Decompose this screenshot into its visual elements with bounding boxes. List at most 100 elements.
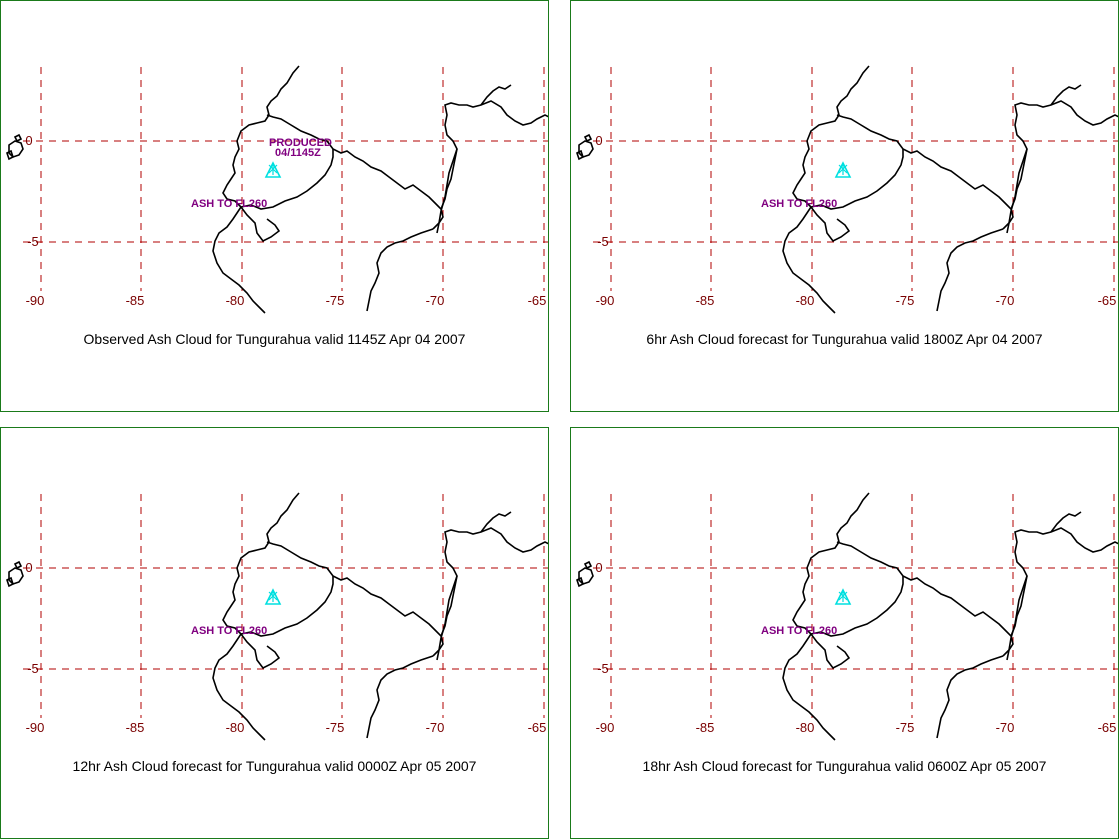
galapagos-island — [8, 140, 24, 158]
galapagos-island — [8, 567, 24, 585]
ash-cloud-label: ASH TO FL260 — [191, 198, 267, 210]
longitude-tick-label: -80 — [796, 720, 815, 735]
latitude-tick-label: -5 — [597, 234, 609, 249]
volcano-star-icon — [268, 590, 278, 602]
volcano-star-icon — [838, 163, 848, 175]
coastline — [810, 206, 851, 243]
galapagos-island — [583, 133, 593, 143]
longitude-tick-label: -90 — [26, 293, 45, 308]
longitude-tick-label: -65 — [1098, 720, 1117, 735]
coastline — [366, 228, 434, 312]
longitude-tick-label: -85 — [696, 720, 715, 735]
longitude-tick-label: -75 — [896, 293, 915, 308]
panel-caption: 6hr Ash Cloud forecast for Tungurahua va… — [646, 331, 1043, 347]
galapagos-island — [6, 149, 14, 161]
galapagos-island — [578, 567, 594, 585]
panel-caption: 18hr Ash Cloud forecast for Tungurahua v… — [642, 758, 1047, 774]
longitude-tick-label: -75 — [896, 720, 915, 735]
volcano-star-icon — [268, 163, 278, 175]
map-canvas: -90 -85 -80 -75 -70 -65 0 -5 ASH TO FL260 — [576, 492, 1118, 741]
longitude-tick-label: -80 — [226, 720, 245, 735]
longitude-tick-label: -70 — [426, 293, 445, 308]
coastline — [240, 149, 334, 210]
coastline — [212, 492, 300, 741]
coastline — [240, 206, 281, 243]
galapagos-island — [583, 560, 593, 570]
coastline — [436, 575, 458, 661]
longitude-tick-label: -70 — [426, 720, 445, 735]
ash-cloud-label: ASH TO FL260 — [761, 198, 837, 210]
coastline — [240, 576, 334, 637]
longitude-tick-label: -70 — [996, 293, 1015, 308]
coastline — [480, 511, 512, 533]
coastline — [266, 541, 444, 657]
latitude-tick-label: -5 — [597, 661, 609, 676]
latitude-tick-label: 0 — [595, 133, 602, 148]
coastline — [836, 114, 1014, 230]
ash-cloud-label: ASH TO FL260 — [761, 625, 837, 637]
volcano-triangle-icon — [264, 588, 282, 605]
longitude-tick-label: -65 — [528, 720, 547, 735]
longitude-tick-label: -85 — [126, 293, 145, 308]
volcano-triangle-icon — [834, 588, 852, 605]
map-panel-observed: -90 -85 -80 -75 -70 -65 0 -5 ASH TO FL260 PRODUCE… — [0, 0, 549, 412]
coastline — [810, 149, 904, 210]
produced-label: PRODUCED — [269, 137, 332, 149]
longitude-tick-label: -75 — [326, 720, 345, 735]
coastline — [782, 492, 870, 741]
coastline — [240, 633, 281, 670]
coastline — [936, 228, 1004, 312]
longitude-tick-label: -90 — [596, 720, 615, 735]
coastline — [810, 633, 851, 670]
panel-caption: 12hr Ash Cloud forecast for Tungurahua v… — [72, 758, 477, 774]
coastline — [810, 576, 904, 637]
panel-caption: Observed Ash Cloud for Tungurahua valid … — [83, 331, 466, 347]
coastline — [266, 114, 444, 230]
coastline — [366, 655, 434, 739]
coastline — [480, 84, 512, 106]
map-canvas: -90 -85 -80 -75 -70 -65 0 -5 ASH TO FL260 — [6, 492, 548, 741]
coastline — [1006, 148, 1028, 234]
longitude-tick-label: -65 — [1098, 293, 1117, 308]
volcano-triangle-icon — [264, 161, 282, 178]
coastline — [440, 527, 548, 637]
coastline — [1010, 527, 1118, 637]
map-canvas: -90 -85 -80 -75 -70 -65 0 -5 ASH TO FL260 PRODUCE… — [6, 65, 548, 314]
latitude-tick-label: 0 — [25, 133, 32, 148]
latitude-tick-label: 0 — [595, 560, 602, 575]
latitude-tick-label: -5 — [27, 661, 39, 676]
coastline — [782, 65, 870, 314]
longitude-tick-label: -85 — [696, 293, 715, 308]
coastline — [436, 148, 458, 234]
coastline — [212, 65, 300, 314]
coastline — [936, 655, 1004, 739]
coastline — [1050, 84, 1082, 106]
galapagos-island — [13, 133, 23, 143]
coastline — [1006, 575, 1028, 661]
latitude-tick-label: -5 — [27, 234, 39, 249]
galapagos-island — [576, 149, 584, 161]
ash-cloud-label: ASH TO FL260 — [191, 625, 267, 637]
galapagos-island — [6, 576, 14, 588]
latitude-tick-label: 0 — [25, 560, 32, 575]
map-panel-6hr: -90 -85 -80 -75 -70 -65 0 -5 ASH TO FL260 6hr Ash… — [570, 0, 1119, 412]
longitude-tick-label: -85 — [126, 720, 145, 735]
coastline — [1010, 100, 1118, 210]
longitude-tick-label: -70 — [996, 720, 1015, 735]
longitude-tick-label: -65 — [528, 293, 547, 308]
longitude-tick-label: -80 — [226, 293, 245, 308]
volcano-triangle-icon — [834, 161, 852, 178]
coastline — [440, 100, 548, 210]
longitude-tick-label: -80 — [796, 293, 815, 308]
galapagos-island — [578, 140, 594, 158]
coastline — [836, 541, 1014, 657]
longitude-tick-label: -75 — [326, 293, 345, 308]
galapagos-island — [576, 576, 584, 588]
galapagos-island — [13, 560, 23, 570]
coastline — [1050, 511, 1082, 533]
longitude-tick-label: -90 — [26, 720, 45, 735]
map-panel-12hr: -90 -85 -80 -75 -70 -65 0 -5 ASH TO FL260 12hr As… — [0, 427, 549, 839]
map-panel-18hr: -90 -85 -80 -75 -70 -65 0 -5 ASH TO FL260 18hr As… — [570, 427, 1119, 839]
longitude-tick-label: -90 — [596, 293, 615, 308]
produced-time-label: 04/1145Z — [275, 147, 321, 159]
